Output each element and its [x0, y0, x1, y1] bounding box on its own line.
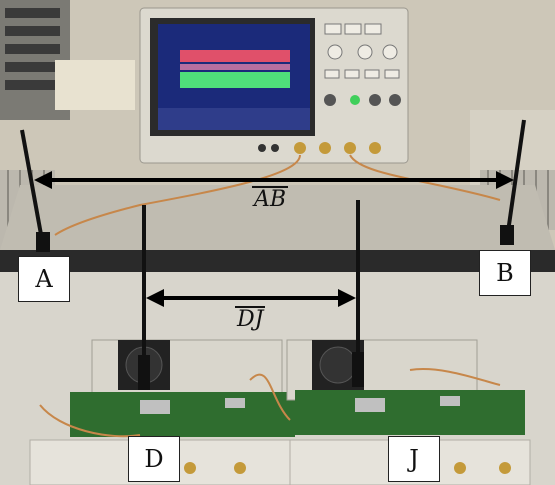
distance-arrow-dj: [146, 289, 356, 307]
upper-table: [0, 185, 555, 250]
label-antenna-b: B: [479, 250, 531, 296]
antenna-b: [500, 119, 526, 245]
device-d: [29, 205, 301, 485]
distance-dj-text: DJ: [235, 306, 266, 332]
label-board-j: J: [388, 436, 440, 482]
coax-cable: [54, 154, 301, 236]
left-shelf: [0, 0, 135, 120]
distance-label-ab: AB: [252, 186, 289, 212]
distance-arrow-ab: [34, 171, 514, 189]
table-edge: [0, 250, 555, 272]
distance-label-dj: DJ: [235, 306, 266, 332]
distance-ab-text: AB: [252, 186, 289, 212]
label-board-d: D: [128, 436, 180, 482]
oscilloscope: [139, 7, 409, 164]
label-antenna-a: A: [18, 256, 70, 302]
antenna-a: [20, 129, 50, 252]
